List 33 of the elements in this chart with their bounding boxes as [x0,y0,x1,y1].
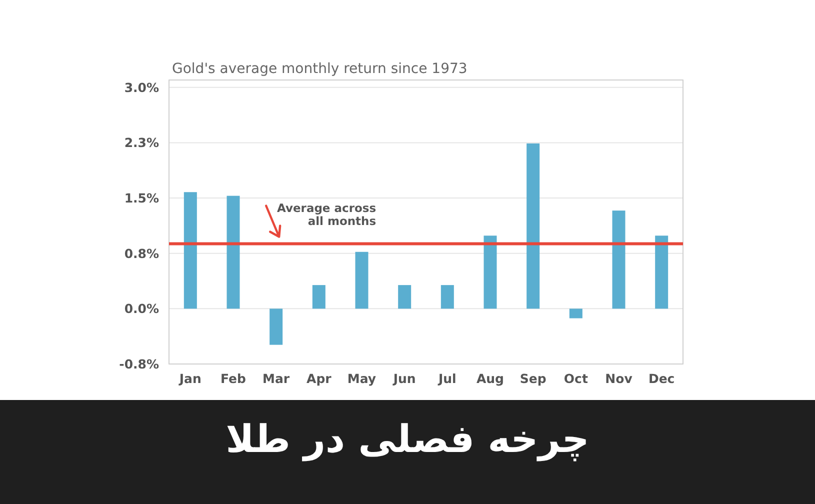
bar [312,285,326,309]
y-tick-label: 0.0% [124,301,160,316]
x-tick-label: May [347,371,376,386]
x-tick-label: Jan [178,371,202,386]
x-tick-label: Jul [437,371,456,386]
bar [184,192,197,309]
bar [655,236,668,309]
bar [270,308,283,345]
chart-subtitle: Gold's average monthly return since 1973 [172,61,468,77]
x-tick-label: Jun [392,371,416,386]
y-tick-label: -0.8% [119,356,160,372]
y-tick-label: 3.0% [124,80,160,95]
bar [440,285,454,309]
y-tick-label: 0.8% [124,246,160,261]
x-tick-label: Aug [476,371,504,386]
bar [484,236,497,309]
x-tick-label: Sep [520,371,546,386]
bar [569,308,582,318]
ref-line-label: Average across all months [276,200,376,228]
x-tick-label: Apr [306,371,332,386]
x-tick-label: Oct [564,371,588,386]
bar [526,143,540,309]
text: چرخه فصلی در طلا [226,417,590,462]
x-tick-label: Mar [262,371,290,386]
y-tick-label: 1.5% [124,190,160,206]
bar [612,210,626,309]
x-tick-label: Feb [220,371,246,386]
bar [226,196,240,309]
bar [398,285,412,309]
x-tick-label: Nov [605,371,632,386]
bar [355,252,368,309]
y-tick-label: 2.3% [124,135,160,150]
x-tick-label: Dec [648,371,675,386]
